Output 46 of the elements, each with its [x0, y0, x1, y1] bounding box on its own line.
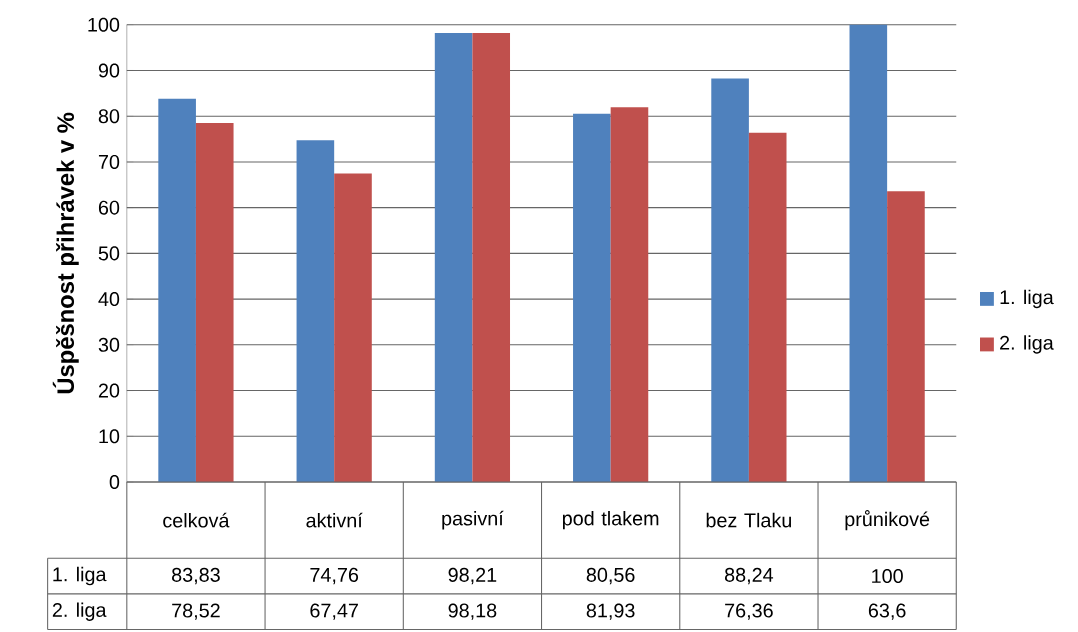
y-axis-title: Úspěšnost přihrávek v % [52, 112, 79, 393]
data-label: 81,93 [586, 603, 635, 620]
bar [195, 122, 234, 482]
y-tick-label: 50 [98, 246, 120, 261]
x-tick-label: aktivní [306, 512, 363, 528]
y-tick-label: 80 [98, 108, 120, 123]
data-label: 74,76 [310, 567, 359, 584]
y-tick-label: 90 [98, 63, 120, 78]
data-label: 83,83 [172, 567, 220, 584]
x-tick-label: bez Tlaku [706, 512, 792, 528]
y-tick-label: 10 [99, 429, 120, 444]
bar [711, 78, 749, 482]
data-label: 100 [872, 568, 903, 583]
bar [849, 24, 888, 482]
x-tick-label: pod tlakem [562, 510, 659, 530]
data-label: 88,24 [724, 567, 774, 584]
bar [434, 32, 473, 482]
bar [334, 173, 372, 482]
y-tick-label: 40 [98, 291, 120, 306]
legend-label: 2. liga [1000, 334, 1054, 354]
data-label: 98,21 [448, 567, 497, 584]
bar [610, 107, 649, 482]
x-tick-label: pasivní [442, 510, 504, 530]
y-tick-label: 20 [98, 383, 120, 398]
bar [573, 113, 611, 482]
data-label: 98,18 [448, 603, 497, 620]
bar [296, 139, 335, 482]
y-tick-label: 30 [98, 337, 120, 352]
text: 2. liga [52, 602, 107, 621]
y-tick-label: 100 [88, 17, 120, 32]
bar [748, 132, 787, 482]
bar [472, 32, 511, 482]
data-label: 63,6 [868, 603, 906, 620]
text: 1. liga [53, 566, 107, 586]
y-tick-label: 60 [98, 200, 120, 215]
y-tick-label: 70 [98, 154, 120, 169]
data-label: 78,52 [172, 603, 220, 620]
x-tick-label: celková [163, 512, 230, 528]
data-label: 80,56 [586, 567, 635, 584]
x-tick-label: průnikové [845, 509, 930, 530]
data-label: 76,36 [725, 603, 773, 620]
bar [887, 190, 925, 482]
data-label: 67,47 [310, 603, 358, 620]
legend-label: 1. liga [1000, 289, 1054, 308]
y-tick-label: 0 [109, 474, 120, 489]
bar [158, 98, 196, 482]
